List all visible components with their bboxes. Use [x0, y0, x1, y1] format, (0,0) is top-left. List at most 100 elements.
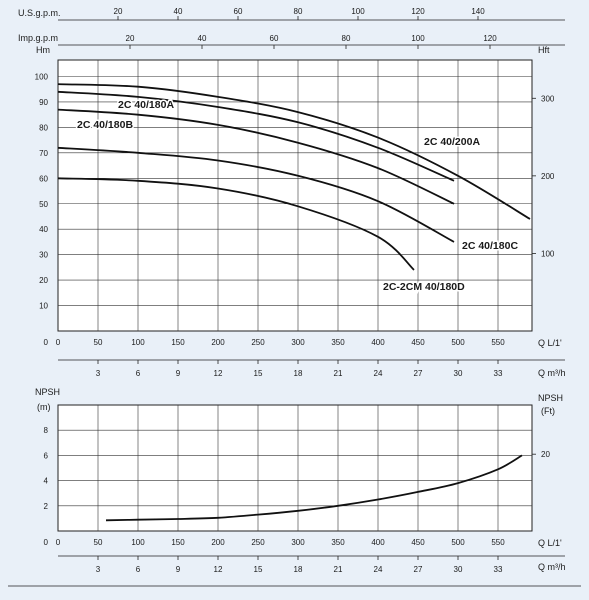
top-axis-2-tick-label: 80	[342, 34, 351, 43]
top-axis-2-tick-label: 120	[483, 34, 497, 43]
head-x-tick-label: 450	[411, 338, 425, 347]
head-right-axis-label: Hft	[538, 45, 550, 55]
top-axis-1-tick-label: 100	[351, 7, 365, 16]
head-y-tick-label: 90	[39, 98, 48, 107]
npsh-x2-tick-label: 3	[96, 565, 101, 574]
npsh-x2-tick-label: 6	[136, 565, 141, 574]
head-x-tick-label: 100	[131, 338, 145, 347]
head-x2-axis-label: Q m³/h	[538, 368, 566, 378]
series-label: 2C 40/180C	[462, 240, 518, 252]
head-y-tick-label: 70	[39, 149, 48, 158]
npsh-x-tick-label: 550	[491, 538, 505, 547]
head-x2-tick-label: 21	[334, 369, 343, 378]
npsh-x-tick-label: 350	[331, 538, 345, 547]
head-y-tick-label: 80	[39, 123, 48, 132]
npsh-curve-0	[105, 454, 523, 522]
head-x-tick-label: 50	[94, 338, 103, 347]
npsh-y-zero-label: 0	[44, 538, 49, 547]
npsh-y-tick-label: 6	[44, 451, 49, 460]
head-x2-tick-label: 33	[494, 369, 503, 378]
head-x2-tick-label: 27	[414, 369, 423, 378]
npsh-x2-tick-label: 27	[414, 565, 423, 574]
head-curve-4	[57, 177, 415, 271]
top-axis-2-tick-label: 100	[411, 34, 425, 43]
top-axis-1-label: U.S.g.p.m.	[18, 8, 61, 18]
head-y-tick-label: 50	[39, 200, 48, 209]
npsh-x2-tick-label: 12	[214, 565, 223, 574]
series-label: 2C-2CM 40/180D	[383, 281, 465, 293]
npsh-right-axis-label: NPSH	[538, 393, 563, 403]
npsh-left-axis-label: NPSH	[35, 387, 60, 397]
npsh-y-tick-label: 2	[44, 502, 49, 511]
head-x2-tick-label: 18	[294, 369, 303, 378]
npsh-right-axis-unit: (Ft)	[541, 406, 555, 416]
top-axis-1-tick-label: 40	[174, 7, 183, 16]
head-x2-tick-label: 24	[374, 369, 383, 378]
npsh-x-tick-label: 250	[251, 538, 265, 547]
npsh-x-axis-label: Q L/1'	[538, 538, 562, 548]
npsh-x-tick-label: 400	[371, 538, 385, 547]
npsh-x-tick-label: 450	[411, 538, 425, 547]
top-axis-1-tick-label: 80	[294, 7, 303, 16]
head-y-tick-label: 60	[39, 174, 48, 183]
head-x-tick-label: 350	[331, 338, 345, 347]
head-x-tick-label: 550	[491, 338, 505, 347]
npsh-left-axis-unit: (m)	[37, 402, 51, 412]
npsh-x-tick-label: 150	[171, 538, 185, 547]
head-y-tick-label: 100	[35, 73, 49, 82]
head-x2-tick-label: 15	[254, 369, 263, 378]
npsh-y-tick-label: 8	[44, 426, 49, 435]
npsh-right-tick-label: 20	[541, 450, 550, 459]
head-x2-tick-label: 3	[96, 369, 101, 378]
head-x-axis-label: Q L/1'	[538, 338, 562, 348]
npsh-x2-tick-label: 18	[294, 565, 303, 574]
top-axis-1-tick-label: 120	[411, 7, 425, 16]
head-curves	[57, 83, 531, 271]
head-x-tick-label: 0	[56, 338, 61, 347]
npsh-x-tick-label: 0	[56, 538, 61, 547]
top-axis-2-tick-label: 20	[126, 34, 135, 43]
head-curve-3	[57, 146, 455, 243]
npsh-gridlines	[58, 405, 532, 531]
head-right-tick-label: 100	[541, 249, 555, 258]
head-x2-tick-label: 6	[136, 369, 141, 378]
head-right-tick-label: 200	[541, 172, 555, 181]
head-x-tick-label: 400	[371, 338, 385, 347]
npsh-x2-tick-label: 9	[176, 565, 181, 574]
top-axis-1-tick-label: 140	[471, 7, 485, 16]
head-y-tick-label: 40	[39, 225, 48, 234]
top-axis-1-tick-label: 20	[114, 7, 123, 16]
npsh-x2-axis-label: Q m³/h	[538, 562, 566, 572]
npsh-x-tick-label: 50	[94, 538, 103, 547]
npsh-curves	[105, 454, 523, 522]
npsh-x2-tick-label: 15	[254, 565, 263, 574]
head-curve-0	[57, 83, 531, 220]
npsh-x2-tick-label: 33	[494, 565, 503, 574]
head-curve-1	[57, 90, 455, 182]
head-y-tick-label: 10	[39, 302, 48, 311]
series-label: 2C 40/180B	[77, 119, 133, 131]
head-curve-2	[57, 108, 455, 205]
series-label: 2C 40/200A	[424, 136, 480, 148]
head-x-tick-label: 500	[451, 338, 465, 347]
npsh-x-tick-label: 500	[451, 538, 465, 547]
series-label: 2C 40/180A	[118, 99, 174, 111]
head-x2-tick-label: 30	[454, 369, 463, 378]
head-left-axis-label: Hm	[36, 45, 50, 55]
npsh-x2-tick-label: 21	[334, 565, 343, 574]
head-right-tick-label: 300	[541, 94, 555, 103]
top-axis-1-tick-label: 60	[234, 7, 243, 16]
head-y-tick-label: 20	[39, 276, 48, 285]
head-plot-area	[57, 59, 533, 332]
top-axis-2-label: Imp.g.p.m	[18, 33, 58, 43]
top-axis-2-tick-label: 60	[270, 34, 279, 43]
npsh-x-tick-label: 100	[131, 538, 145, 547]
head-x-tick-label: 300	[291, 338, 305, 347]
npsh-x2-tick-label: 24	[374, 565, 383, 574]
npsh-plot-area	[57, 404, 533, 532]
top-axis-2-tick-label: 40	[198, 34, 207, 43]
npsh-x2-tick-label: 30	[454, 565, 463, 574]
